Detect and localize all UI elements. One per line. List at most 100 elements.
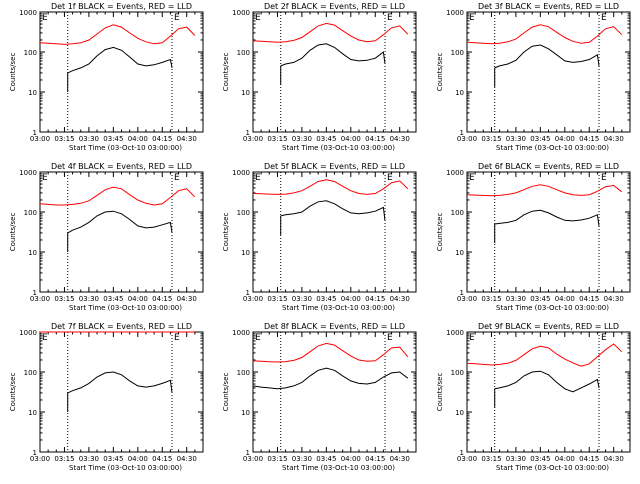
corner-label: E	[601, 173, 607, 183]
y-tick-label: 1	[33, 289, 37, 297]
y-tick-label: 10	[28, 249, 37, 257]
lld-line	[252, 22, 409, 43]
x-tick-label: 03:15	[481, 455, 501, 463]
y-axis-label: Counts/sec	[222, 213, 230, 252]
y-tick-label: 10	[455, 89, 464, 97]
x-tick-label: 04:30	[177, 135, 197, 143]
plot-frame	[39, 171, 204, 293]
x-axis-label: Start Time (03-Oct-10 03:00:00)	[496, 304, 609, 312]
x-tick-label: 03:00	[30, 295, 50, 303]
plot-frame	[252, 331, 417, 453]
corner-label: E	[255, 13, 261, 23]
chart-svg: Det 6f BLACK = Events, RED = LLD 1 10 100 10…	[436, 162, 631, 312]
y-tick-label: 1	[246, 129, 250, 137]
y-tick-label: 10	[28, 409, 37, 417]
x-tick-label: 04:00	[128, 135, 148, 143]
x-tick-label: 03:15	[481, 295, 501, 303]
x-tick-label: 03:15	[267, 295, 287, 303]
corner-label: E	[174, 333, 180, 343]
x-tick-label: 03:45	[103, 135, 123, 143]
x-tick-label: 03:00	[30, 455, 50, 463]
x-tick-label: 04:30	[177, 295, 197, 303]
x-tick-label: 04:15	[365, 135, 385, 143]
chart-svg: Det 1f BLACK = Events, RED = LLD 1 10 100 10…	[9, 2, 204, 152]
x-tick-label: 04:15	[152, 135, 172, 143]
lld-line	[39, 24, 196, 45]
y-tick-label: 10	[241, 409, 250, 417]
x-axis-label: Start Time (03-Oct-10 03:00:00)	[496, 464, 609, 472]
x-tick-label: 04:15	[365, 455, 385, 463]
chart-title: Det 6f BLACK = Events, RED = LLD	[478, 162, 619, 171]
x-tick-label: 04:30	[177, 455, 197, 463]
x-tick-label: 04:15	[152, 295, 172, 303]
x-tick-label: 03:15	[267, 135, 287, 143]
x-tick-label: 03:00	[243, 295, 263, 303]
lld-line	[39, 186, 196, 206]
x-tick-label: 04:30	[390, 295, 410, 303]
x-tick-label: 04:00	[555, 455, 575, 463]
y-tick-label: 1000	[232, 169, 250, 177]
chart-svg: Det 4f BLACK = Events, RED = LLD 1 10 100 10…	[9, 162, 204, 312]
y-tick-label: 1	[33, 129, 37, 137]
y-tick-label: 1	[460, 129, 464, 137]
x-tick-label: 03:30	[506, 135, 526, 143]
y-tick-label: 1000	[232, 9, 250, 17]
events-line	[280, 200, 386, 221]
chart-panel-3: Det 3f BLACK = Events, RED = LLD 1 10 100 10…	[427, 0, 640, 160]
y-tick-label: 1000	[19, 9, 37, 17]
plot-frame	[252, 11, 417, 133]
x-tick-label: 03:45	[316, 295, 336, 303]
x-tick-label: 03:00	[30, 135, 50, 143]
x-tick-label: 03:00	[457, 295, 477, 303]
y-axis-label: Counts/sec	[9, 53, 17, 92]
x-tick-label: 04:30	[604, 455, 624, 463]
y-tick-label: 1000	[446, 329, 464, 337]
y-tick-label: 10	[28, 89, 37, 97]
chart-panel-8: Det 8f BLACK = Events, RED = LLD 1 10 100 10…	[213, 320, 426, 480]
x-tick-label: 04:15	[579, 455, 599, 463]
chart-title: Det 2f BLACK = Events, RED = LLD	[264, 2, 405, 11]
events-line	[494, 209, 600, 226]
corner-label: E	[469, 173, 475, 183]
y-tick-label: 10	[241, 249, 250, 257]
y-tick-label: 1	[246, 289, 250, 297]
x-tick-label: 04:30	[390, 135, 410, 143]
y-tick-label: 1000	[446, 9, 464, 17]
x-tick-label: 03:15	[54, 295, 74, 303]
x-tick-label: 03:15	[267, 455, 287, 463]
y-axis-label: Counts/sec	[222, 53, 230, 92]
x-axis-label: Start Time (03-Oct-10 03:00:00)	[282, 304, 395, 312]
chart-panel-2: Det 2f BLACK = Events, RED = LLD 1 10 100 10…	[213, 0, 426, 160]
chart-title: Det 9f BLACK = Events, RED = LLD	[478, 322, 619, 331]
chart-panel-7: Det 7f BLACK = Events, RED = LLD 1 10 100 10…	[0, 320, 213, 480]
corner-label: E	[387, 333, 393, 343]
y-tick-label: 100	[24, 369, 37, 377]
events-line	[67, 371, 173, 394]
corner-label: E	[42, 333, 48, 343]
x-tick-label: 03:00	[457, 455, 477, 463]
y-tick-label: 1000	[232, 329, 250, 337]
x-tick-label: 03:45	[103, 295, 123, 303]
x-tick-label: 03:45	[530, 295, 550, 303]
chart-title: Det 5f BLACK = Events, RED = LLD	[264, 162, 405, 171]
y-tick-label: 100	[237, 369, 250, 377]
x-axis-label: Start Time (03-Oct-10 03:00:00)	[69, 464, 182, 472]
chart-panel-5: Det 5f BLACK = Events, RED = LLD 1 10 100 10…	[213, 160, 426, 320]
y-tick-label: 1000	[19, 329, 37, 337]
y-tick-label: 100	[451, 369, 464, 377]
y-tick-label: 100	[451, 49, 464, 57]
lld-line	[466, 343, 623, 367]
x-tick-label: 04:15	[579, 295, 599, 303]
x-tick-label: 03:45	[530, 135, 550, 143]
x-axis-label: Start Time (03-Oct-10 03:00:00)	[282, 464, 395, 472]
y-tick-label: 10	[241, 89, 250, 97]
lld-line	[466, 24, 623, 45]
chart-title: Det 8f BLACK = Events, RED = LLD	[264, 322, 405, 331]
plot-frame	[252, 171, 417, 293]
corner-label: E	[387, 173, 393, 183]
x-tick-label: 03:30	[506, 295, 526, 303]
y-tick-label: 1	[246, 449, 250, 457]
plot-frame	[39, 11, 204, 133]
corner-label: E	[42, 13, 48, 23]
y-axis-label: Counts/sec	[436, 213, 444, 252]
